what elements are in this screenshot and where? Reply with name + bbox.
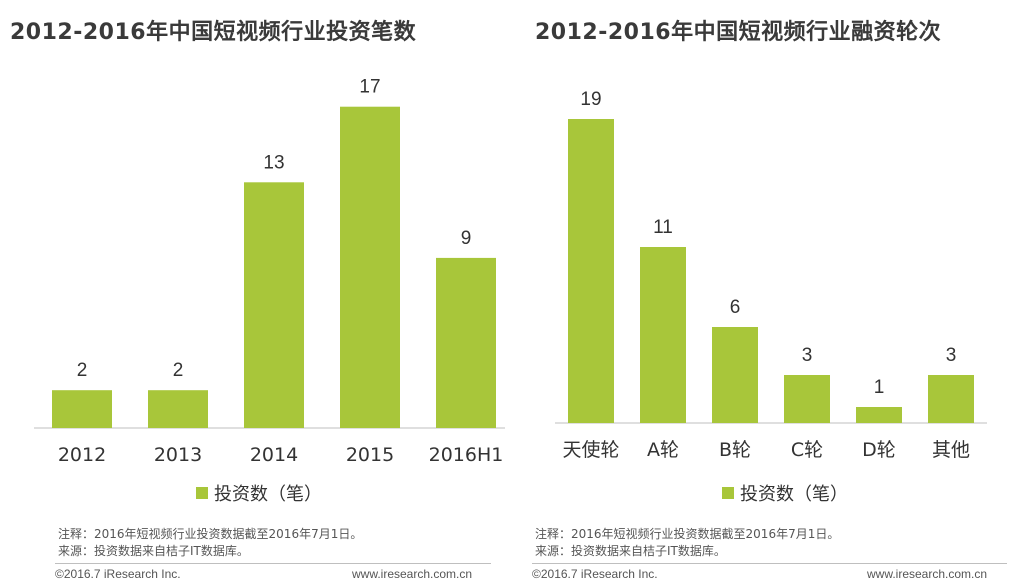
right-legend-label: 投资数（笔） xyxy=(740,484,848,505)
right-chart-panel: 2012-2016年中国短视频行业融资轮次 19 天使轮 11 A轮 6 B轮 3 C轮 1 D轮… xyxy=(505,0,1009,586)
left-bar xyxy=(340,106,400,428)
left-chart-panel: 2012-2016年中国短视频行业投资笔数 2 2012 2 2013 13 2014 17… xyxy=(10,20,505,581)
right-copyright: ©2016.7 iResearch Inc. xyxy=(532,567,658,581)
right-data-label: 11 xyxy=(653,217,673,238)
right-data-label: 3 xyxy=(946,345,957,366)
right-note-2: 来源：投资数据来自桔子IT数据库。 xyxy=(535,544,726,558)
left-bar xyxy=(148,390,208,428)
right-bar xyxy=(856,407,902,423)
left-data-label: 13 xyxy=(263,152,284,173)
left-category-label: 2016H1 xyxy=(429,444,504,466)
left-bar xyxy=(244,182,304,428)
left-note-2: 来源：投资数据来自桔子IT数据库。 xyxy=(58,544,249,558)
right-note-1: 注释：2016年短视频行业投资数据截至2016年7月1日。 xyxy=(535,527,840,541)
left-legend: 投资数（笔） xyxy=(196,480,322,506)
right-notes: 注释：2016年短视频行业投资数据截至2016年7月1日。 来源：投资数据来自桔… xyxy=(535,526,839,560)
right-data-label: 6 xyxy=(730,297,741,318)
right-bar xyxy=(568,119,614,423)
right-bar xyxy=(712,327,758,423)
left-data-label: 9 xyxy=(461,228,472,249)
right-data-label: 19 xyxy=(580,89,601,110)
left-site-link[interactable]: www.iresearch.com.cn xyxy=(352,567,473,581)
left-bar xyxy=(436,257,496,428)
left-category-label: 2015 xyxy=(346,444,394,466)
left-category-label: 2013 xyxy=(154,444,202,466)
right-legend: 投资数（笔） xyxy=(722,480,848,506)
left-bar xyxy=(52,390,112,428)
right-chart-title: 2012-2016年中国短视频行业融资轮次 xyxy=(535,20,942,45)
right-category-label: A轮 xyxy=(647,439,679,461)
right-footer-divider xyxy=(532,563,1007,564)
right-data-label: 3 xyxy=(802,345,813,366)
left-data-label: 2 xyxy=(77,360,88,381)
right-data-label: 1 xyxy=(874,377,885,398)
right-category-label: 天使轮 xyxy=(562,439,619,461)
left-data-label: 17 xyxy=(359,77,380,98)
legend-swatch xyxy=(722,487,734,499)
legend-swatch xyxy=(196,487,208,499)
right-bar xyxy=(928,375,974,423)
left-copyright: ©2016.7 iResearch Inc. xyxy=(55,567,181,581)
left-legend-label: 投资数（笔） xyxy=(214,484,322,505)
right-bar xyxy=(784,375,830,423)
left-data-label: 2 xyxy=(173,360,184,381)
left-bar-chart: 2 2012 2 2013 13 2014 17 2015 9 2016H1 xyxy=(34,77,505,466)
left-note-1: 注释：2016年短视频行业投资数据截至2016年7月1日。 xyxy=(58,527,363,541)
right-category-label: D轮 xyxy=(862,439,896,461)
right-bar-chart: 19 天使轮 11 A轮 6 B轮 3 C轮 1 D轮 3 其他 xyxy=(555,89,987,461)
right-category-label: 其他 xyxy=(932,439,970,461)
left-footer-divider xyxy=(55,563,491,564)
right-bar xyxy=(640,247,686,423)
right-site-link[interactable]: www.iresearch.com.cn xyxy=(867,567,988,581)
left-category-label: 2012 xyxy=(58,444,106,466)
right-category-label: B轮 xyxy=(719,439,751,461)
right-category-label: C轮 xyxy=(791,439,823,461)
left-chart-title: 2012-2016年中国短视频行业投资笔数 xyxy=(10,20,417,45)
left-notes: 注释：2016年短视频行业投资数据截至2016年7月1日。 来源：投资数据来自桔… xyxy=(58,526,362,560)
left-category-label: 2014 xyxy=(250,444,298,466)
